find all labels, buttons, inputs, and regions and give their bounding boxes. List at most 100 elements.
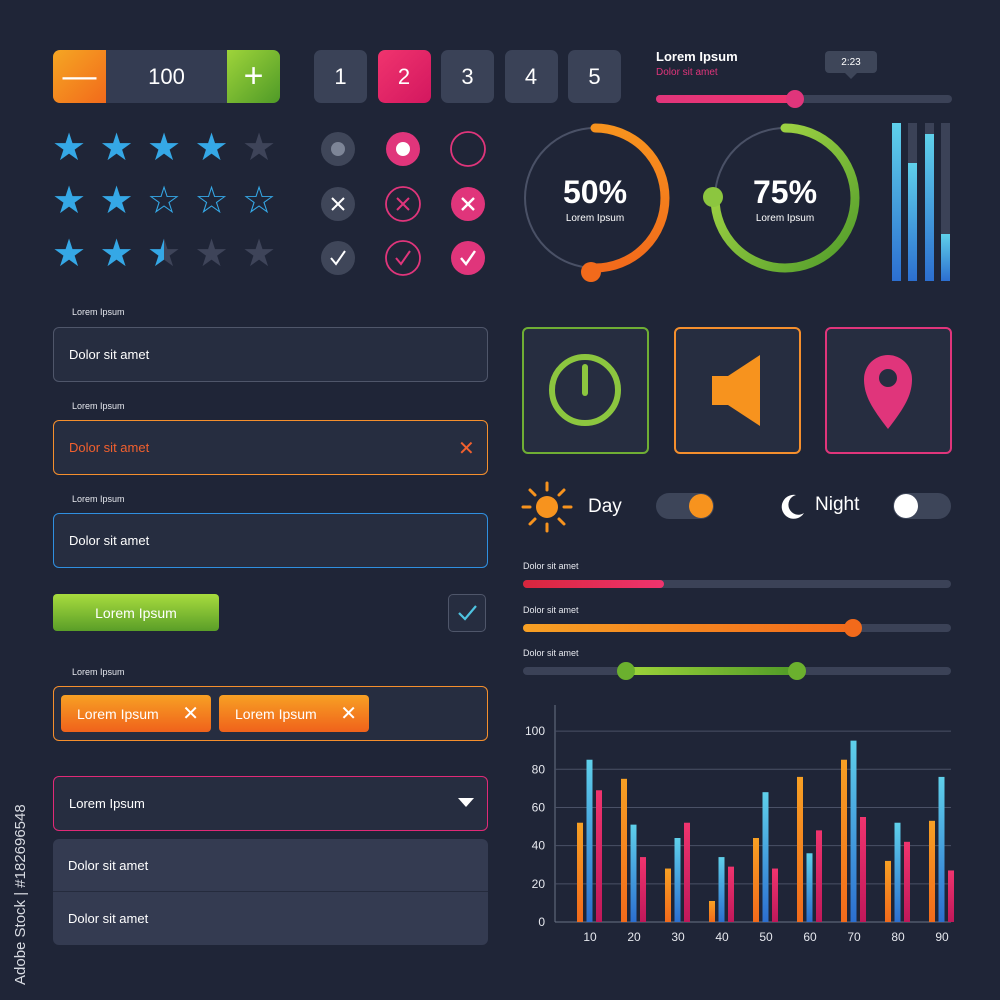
location-pin-icon xyxy=(864,355,912,429)
increment-button[interactable]: + xyxy=(227,50,280,103)
tag-chip[interactable]: Lorem Ipsum ✕ xyxy=(61,695,211,732)
checkbox[interactable] xyxy=(448,594,486,632)
star-icon[interactable]: ★ xyxy=(147,127,182,169)
dropdown-menu: Dolor sit amet Dolor sit amet xyxy=(53,839,488,945)
page-button-4[interactable]: 4 xyxy=(504,50,558,103)
star-icon[interactable]: ★ xyxy=(99,180,134,222)
sun-icon xyxy=(521,481,573,533)
slider-track[interactable] xyxy=(523,580,951,588)
tag-chip[interactable]: Lorem Ipsum ✕ xyxy=(219,695,369,732)
night-toggle[interactable] xyxy=(893,493,951,519)
timer-icon xyxy=(549,354,621,426)
star-icon[interactable]: ☆ xyxy=(194,180,229,222)
text-field-error[interactable]: Dolor sit amet xyxy=(53,420,488,475)
timeline-track[interactable] xyxy=(656,90,952,108)
x-tick-label: 10 xyxy=(583,930,597,944)
star-icon[interactable]: ★ xyxy=(242,233,277,275)
text-field-default[interactable]: Dolor sit amet xyxy=(53,327,488,382)
bar-series-1-30 xyxy=(665,868,671,922)
x-tick-label: 40 xyxy=(715,930,729,944)
bar-series-2-50 xyxy=(762,792,769,922)
check-filled-icon[interactable] xyxy=(451,241,485,275)
slider-label: Dolor sit amet xyxy=(523,604,579,615)
stepper-value[interactable]: 100 xyxy=(148,63,185,89)
bar-series-1-40 xyxy=(709,901,715,922)
star-icon[interactable]: ★ xyxy=(52,127,87,169)
level-bar xyxy=(908,162,918,281)
clear-icon[interactable]: ✕ xyxy=(458,438,475,460)
slider-track[interactable] xyxy=(523,618,951,637)
bar-series-3-80 xyxy=(904,841,910,922)
star-icon[interactable]: ★ xyxy=(147,233,182,275)
dropdown-option[interactable]: Dolor sit amet xyxy=(68,911,149,926)
check-icon[interactable] xyxy=(321,241,355,275)
x-tick-label: 20 xyxy=(627,930,641,944)
y-tick-label: 40 xyxy=(532,839,546,853)
x-tick-label: 80 xyxy=(891,930,905,944)
toggle-knob xyxy=(689,494,713,518)
progress-ring-75 xyxy=(703,123,860,273)
speaker-icon xyxy=(712,355,760,426)
bar-series-3-30 xyxy=(684,822,690,922)
star-icon[interactable]: ★ xyxy=(99,127,134,169)
dropdown-select[interactable]: Lorem Ipsum xyxy=(53,776,488,831)
slider-knob-min[interactable] xyxy=(616,662,635,680)
x-tick-label: 90 xyxy=(935,930,949,944)
page-button-2[interactable]: 2 xyxy=(377,50,431,103)
star-icon[interactable]: ☆ xyxy=(242,180,277,222)
page-button-3[interactable]: 3 xyxy=(441,50,494,103)
star-icon[interactable]: ★ xyxy=(242,127,277,169)
radio-outline[interactable] xyxy=(450,131,486,167)
dropdown-option[interactable]: Dolor sit amet xyxy=(53,839,488,892)
dropdown-selected: Lorem Ipsum xyxy=(69,796,145,811)
level-bar xyxy=(924,134,934,281)
text-field-focused[interactable]: Dolor sit amet xyxy=(53,513,488,568)
tooltip-arrow xyxy=(845,73,857,79)
primary-button[interactable]: Lorem Ipsum xyxy=(53,594,219,631)
star-icon[interactable]: ★ xyxy=(194,233,229,275)
bar-series-3-60 xyxy=(816,830,822,922)
y-tick-label: 80 xyxy=(532,762,546,776)
remove-tag-icon[interactable]: ✕ xyxy=(182,703,199,725)
close-outline-icon[interactable] xyxy=(385,186,421,222)
decrement-button[interactable]: — xyxy=(53,50,106,103)
slider-fill xyxy=(625,667,797,675)
y-tick-label: 0 xyxy=(538,915,545,929)
star-icon[interactable]: ★ xyxy=(52,180,87,222)
page-button-1[interactable]: 1 xyxy=(314,50,367,103)
location-tile[interactable] xyxy=(825,327,952,454)
ring-caption-50: Lorem Ipsum xyxy=(565,213,625,224)
bar-series-1-60 xyxy=(797,776,803,922)
timeline-subtitle: Dolor sit amet xyxy=(656,67,718,78)
close-filled-icon[interactable] xyxy=(451,187,485,221)
tag-field-label: Lorem Ipsum xyxy=(72,667,125,677)
check-outline-icon[interactable] xyxy=(385,240,421,276)
radio-unselected[interactable] xyxy=(321,132,355,166)
timeline-fill xyxy=(656,95,796,103)
bar-series-2-80 xyxy=(894,822,901,922)
x-tick-label: 70 xyxy=(847,930,861,944)
timeline-knob[interactable] xyxy=(786,90,805,108)
radio-selected[interactable] xyxy=(386,132,420,166)
bar-series-1-20 xyxy=(621,778,627,922)
page-button-5[interactable]: 5 xyxy=(568,50,621,103)
remove-tag-icon[interactable]: ✕ xyxy=(340,703,357,725)
speaker-tile[interactable] xyxy=(674,327,801,454)
bar-series-2-10 xyxy=(586,759,593,922)
star-icon[interactable]: ☆ xyxy=(147,180,182,222)
close-icon[interactable] xyxy=(321,187,355,221)
bar-series-3-90 xyxy=(948,870,954,922)
bar-series-2-70 xyxy=(850,740,857,922)
chevron-down-icon[interactable] xyxy=(458,798,474,807)
timeline-title: Lorem Ipsum xyxy=(656,49,738,64)
day-toggle[interactable] xyxy=(656,493,714,519)
slider-track[interactable] xyxy=(523,662,951,680)
star-icon[interactable]: ★ xyxy=(99,233,134,275)
level-bar-track xyxy=(940,123,950,281)
ring-value-75: 75% xyxy=(752,174,818,210)
slider-knob[interactable] xyxy=(843,618,862,637)
star-icon[interactable]: ★ xyxy=(52,233,87,275)
slider-knob-max[interactable] xyxy=(787,662,806,680)
star-icon[interactable]: ★ xyxy=(194,127,229,169)
timer-tile[interactable] xyxy=(522,327,649,454)
